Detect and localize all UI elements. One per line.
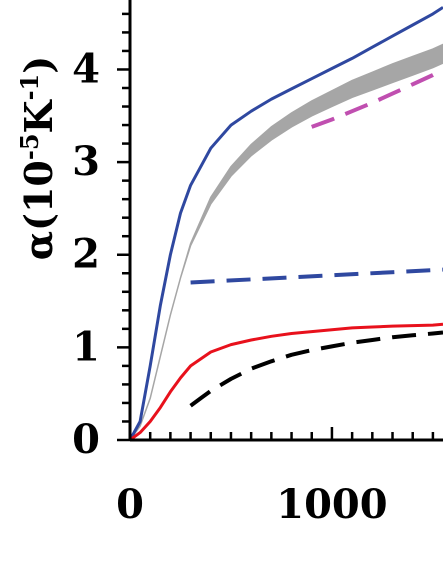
y-axis-title-sup2: -1 [15,74,44,101]
series-layer [128,6,443,442]
y-axis-title-base: α(10 [16,160,61,260]
y-tick-label: 4 [72,45,100,92]
y-axis-title-end: ) [16,56,61,74]
x-tick-label: 0 [116,481,144,528]
uncertainty-band [129,43,443,441]
y-tick-label: 1 [72,323,100,370]
tick-labels-layer: 0 1000 0 1 2 3 4 [72,45,387,528]
y-axis-title: α(10-5K-1) [15,56,61,260]
band-layer [129,43,443,441]
series-line-4 [190,267,443,285]
y-axis-title-mid: K [16,98,61,133]
y-tick-label: 2 [72,231,100,278]
series-line-5 [311,67,443,129]
y-axis-title-sup1: -5 [15,133,44,160]
x-tick-label: 1000 [276,481,387,528]
y-tick-label: 3 [72,138,100,185]
series-line-2 [129,322,443,442]
series-line-1 [128,6,443,441]
ticks-layer [117,12,435,442]
y-tick-label: 0 [72,416,100,463]
series-line-3 [189,330,443,408]
